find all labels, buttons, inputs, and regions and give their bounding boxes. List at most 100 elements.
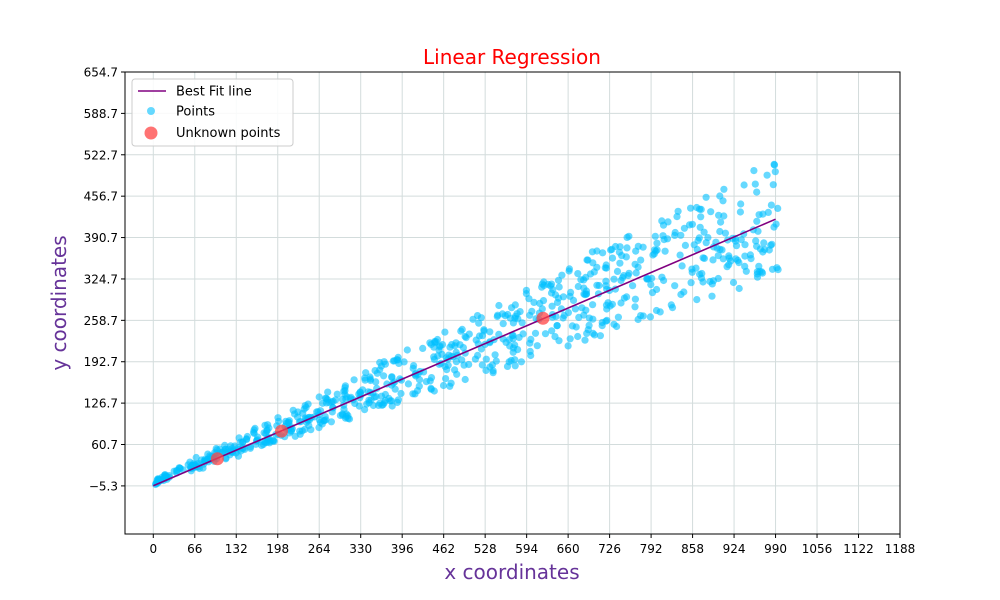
data-point: [608, 254, 617, 262]
data-point: [725, 254, 733, 262]
best-fit-series: [152, 218, 776, 487]
data-point: [720, 185, 728, 193]
y-tick-label: 126.7: [84, 397, 118, 411]
best-fit-line: [152, 218, 776, 487]
unknown-point: [275, 424, 289, 438]
data-point: [475, 319, 483, 327]
data-point: [742, 267, 750, 275]
y-tick-label: 60.7: [91, 438, 118, 452]
data-point: [486, 328, 494, 336]
data-point: [413, 387, 422, 395]
y-axis-label: y coordinates: [47, 235, 71, 370]
data-point: [751, 180, 759, 188]
data-point: [687, 204, 695, 212]
data-point: [568, 322, 577, 330]
data-point: [761, 245, 769, 254]
data-point: [452, 348, 460, 356]
data-point: [681, 241, 690, 249]
data-point: [580, 276, 588, 284]
data-point: [588, 248, 597, 256]
data-point: [717, 218, 725, 226]
x-tick-label: 198: [266, 542, 289, 556]
data-point: [693, 203, 701, 212]
data-point: [436, 342, 444, 350]
data-point: [495, 301, 503, 310]
x-tick-label: 1122: [843, 542, 874, 556]
data-point: [764, 208, 772, 216]
x-tick-label: 1188: [885, 542, 916, 556]
data-point: [574, 332, 582, 341]
data-point: [426, 339, 434, 347]
data-point: [555, 283, 563, 291]
data-point: [663, 235, 672, 243]
data-point: [393, 398, 401, 406]
y-tick-label: 456.7: [84, 190, 118, 204]
data-point: [538, 305, 546, 313]
data-point: [673, 213, 681, 221]
data-point: [419, 344, 427, 352]
data-point: [447, 379, 455, 387]
data-point: [554, 276, 563, 284]
data-point: [632, 269, 640, 277]
data-point: [221, 441, 229, 449]
data-point: [623, 244, 631, 252]
data-point: [526, 311, 534, 319]
data-point: [693, 296, 701, 304]
data-point: [442, 375, 450, 383]
data-point: [269, 437, 277, 445]
data-point: [430, 387, 438, 395]
data-point: [750, 167, 758, 175]
data-point: [721, 229, 730, 237]
data-point: [559, 314, 567, 322]
data-point: [372, 378, 380, 386]
data-point: [753, 188, 761, 196]
data-point: [172, 467, 181, 475]
data-point: [618, 252, 626, 260]
data-point: [574, 282, 582, 291]
data-point: [760, 239, 768, 247]
data-point: [736, 208, 745, 216]
unknown-point: [210, 452, 224, 466]
data-point: [565, 265, 574, 273]
data-point: [619, 274, 627, 282]
x-tick-label: 66: [187, 542, 202, 556]
data-point: [583, 329, 591, 337]
data-point: [699, 254, 707, 262]
data-point: [698, 269, 706, 278]
data-point: [735, 259, 743, 267]
data-point: [395, 359, 403, 367]
data-point: [480, 326, 488, 334]
data-point: [702, 193, 710, 201]
data-point: [680, 224, 689, 232]
data-point: [506, 314, 514, 322]
data-point: [475, 332, 484, 340]
data-point: [720, 212, 728, 220]
data-point: [548, 327, 556, 335]
data-point: [427, 374, 436, 382]
data-point: [264, 421, 272, 429]
data-point: [716, 192, 724, 200]
data-point: [601, 264, 609, 272]
data-point: [503, 362, 512, 370]
data-point: [599, 249, 607, 257]
data-point: [709, 256, 717, 264]
data-point: [376, 366, 384, 374]
data-point: [246, 444, 254, 452]
data-point: [324, 388, 332, 396]
x-tick-label: 726: [598, 542, 621, 556]
x-tick-label: 396: [391, 542, 414, 556]
data-point: [527, 351, 535, 360]
data-point: [540, 281, 548, 289]
data-point: [737, 236, 745, 244]
data-point: [471, 355, 479, 363]
data-point: [339, 411, 347, 419]
data-point: [461, 375, 469, 384]
data-point: [263, 426, 271, 434]
y-tick-label: 324.7: [84, 272, 118, 286]
data-point: [671, 231, 679, 239]
data-point: [282, 419, 291, 427]
data-point: [531, 329, 540, 337]
data-point: [458, 356, 466, 364]
data-point: [301, 425, 309, 433]
data-point: [275, 417, 283, 425]
